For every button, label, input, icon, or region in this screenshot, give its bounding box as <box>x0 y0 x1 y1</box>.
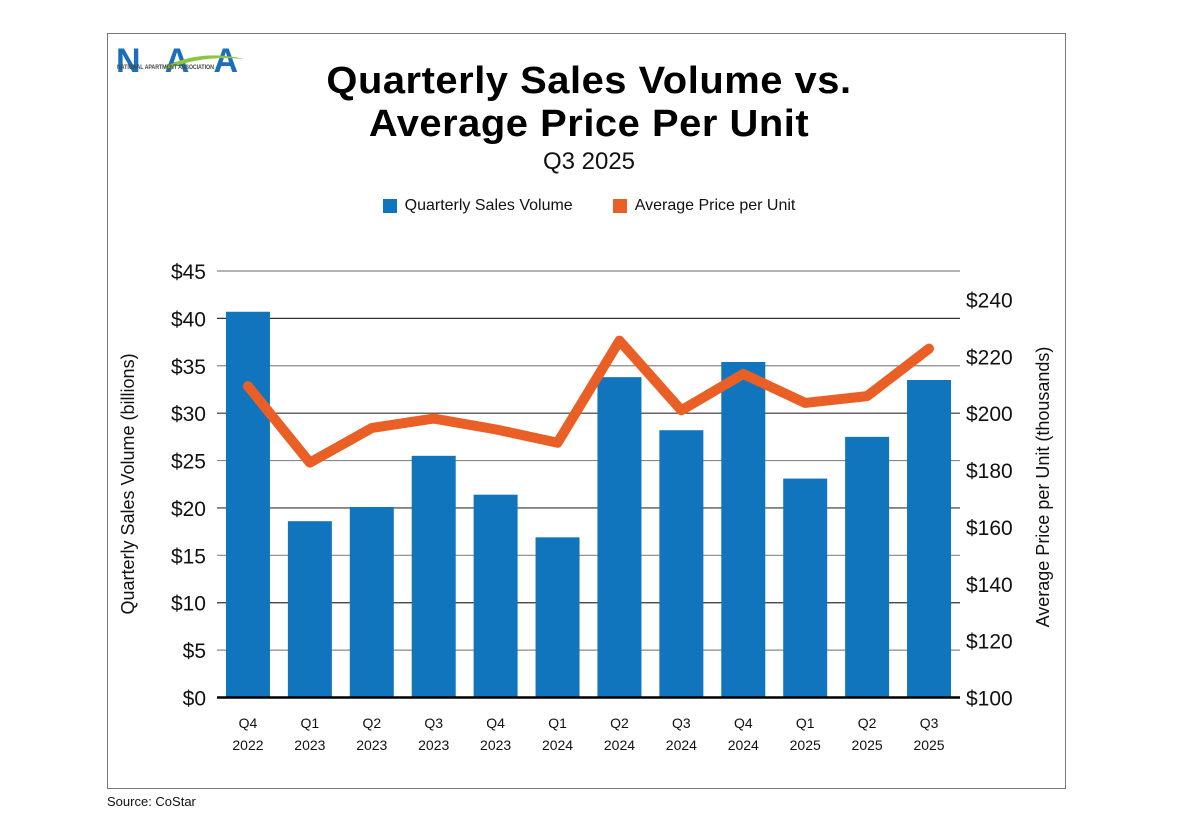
chart-title-line2: Average Price Per Unit <box>368 103 810 145</box>
bar-q1-2024 <box>535 537 580 698</box>
naa-logo: NAA <box>116 45 244 75</box>
bar-q4-2022 <box>225 311 270 698</box>
left-tick-label: $35 <box>171 356 206 379</box>
legend-swatch-bar <box>382 199 397 213</box>
category-label-year: 2023 <box>418 737 449 753</box>
left-tick-label: $40 <box>171 308 206 331</box>
svg-text:NAA: NAA <box>116 45 238 75</box>
category-label-quarter: Q3 <box>424 715 443 731</box>
category-label-quarter: Q2 <box>858 715 877 731</box>
bar-q3-2025 <box>907 379 952 698</box>
left-tick-label: $0 <box>183 688 206 711</box>
source-note: Source: CoStar <box>107 794 196 809</box>
category-label-year: 2022 <box>232 737 263 753</box>
right-tick-label: $180 <box>966 460 1013 483</box>
category-label-year: 2025 <box>913 737 944 753</box>
bar-q4-2023 <box>473 494 518 698</box>
category-label-quarter: Q2 <box>610 715 629 731</box>
category-label-quarter: Q4 <box>239 715 258 731</box>
bar-q3-2023 <box>411 455 456 698</box>
right-tick-label: $100 <box>966 688 1013 711</box>
left-tick-label: $15 <box>171 545 206 568</box>
category-label-quarter: Q1 <box>796 715 815 731</box>
left-tick-label: $20 <box>171 498 206 521</box>
legend-item-avg-price: Average Price per Unit <box>612 197 796 215</box>
bar-q2-2023 <box>349 506 394 698</box>
category-label-quarter: Q1 <box>548 715 567 731</box>
right-axis-title: Average Price per Unit (thousands) <box>1033 347 1053 628</box>
category-label-year: 2023 <box>480 737 511 753</box>
category-label-quarter: Q1 <box>301 715 320 731</box>
category-label-year: 2023 <box>294 737 325 753</box>
right-tick-label: $240 <box>966 289 1013 312</box>
chart-subtitle: Q3 2025 <box>542 148 636 175</box>
left-tick-label: $45 <box>171 261 206 284</box>
left-tick-label: $25 <box>171 451 206 474</box>
right-tick-label: $220 <box>966 346 1013 369</box>
category-label-year: 2024 <box>666 737 697 753</box>
category-label-quarter: Q3 <box>672 715 691 731</box>
left-axis-title: Quarterly Sales Volume (billions) <box>118 353 138 614</box>
category-label-year: 2024 <box>728 737 759 753</box>
bar-q3-2024 <box>659 430 704 698</box>
left-tick-label: $5 <box>183 640 206 663</box>
chart-frame <box>107 33 1066 789</box>
category-label-year: 2025 <box>790 737 821 753</box>
right-tick-label: $140 <box>966 574 1013 597</box>
right-tick-label: $200 <box>966 403 1013 426</box>
legend-swatch-line <box>612 199 627 213</box>
category-label-quarter: Q4 <box>486 715 505 731</box>
category-label-year: 2023 <box>356 737 387 753</box>
right-tick-label: $160 <box>966 517 1013 540</box>
left-tick-label: $30 <box>171 403 206 426</box>
category-label-year: 2025 <box>852 737 883 753</box>
bar-q2-2024 <box>597 377 642 698</box>
chart-title-line1: Quarterly Sales Volume vs. <box>326 60 852 102</box>
bar-q1-2025 <box>783 478 828 698</box>
legend-label: Quarterly Sales Volume <box>404 197 573 214</box>
category-label-year: 2024 <box>604 737 635 753</box>
legend-item-sales-volume: Quarterly Sales Volume <box>382 197 573 215</box>
bar-q4-2024 <box>721 361 766 698</box>
price-line <box>242 335 935 468</box>
legend-label: Average Price per Unit <box>634 197 796 214</box>
category-label-quarter: Q4 <box>734 715 753 731</box>
left-tick-label: $10 <box>171 593 206 616</box>
bar-q2-2025 <box>845 436 890 698</box>
legend: Quarterly Sales Volume Average Price per… <box>0 197 1178 215</box>
category-label-quarter: Q3 <box>920 715 939 731</box>
category-label-year: 2024 <box>542 737 573 753</box>
bar-q1-2023 <box>287 521 332 698</box>
category-label-quarter: Q2 <box>362 715 381 731</box>
right-tick-label: $120 <box>966 631 1013 654</box>
logo-subtext: NATIONAL APARTMENT ASSOCIATION <box>117 64 214 71</box>
